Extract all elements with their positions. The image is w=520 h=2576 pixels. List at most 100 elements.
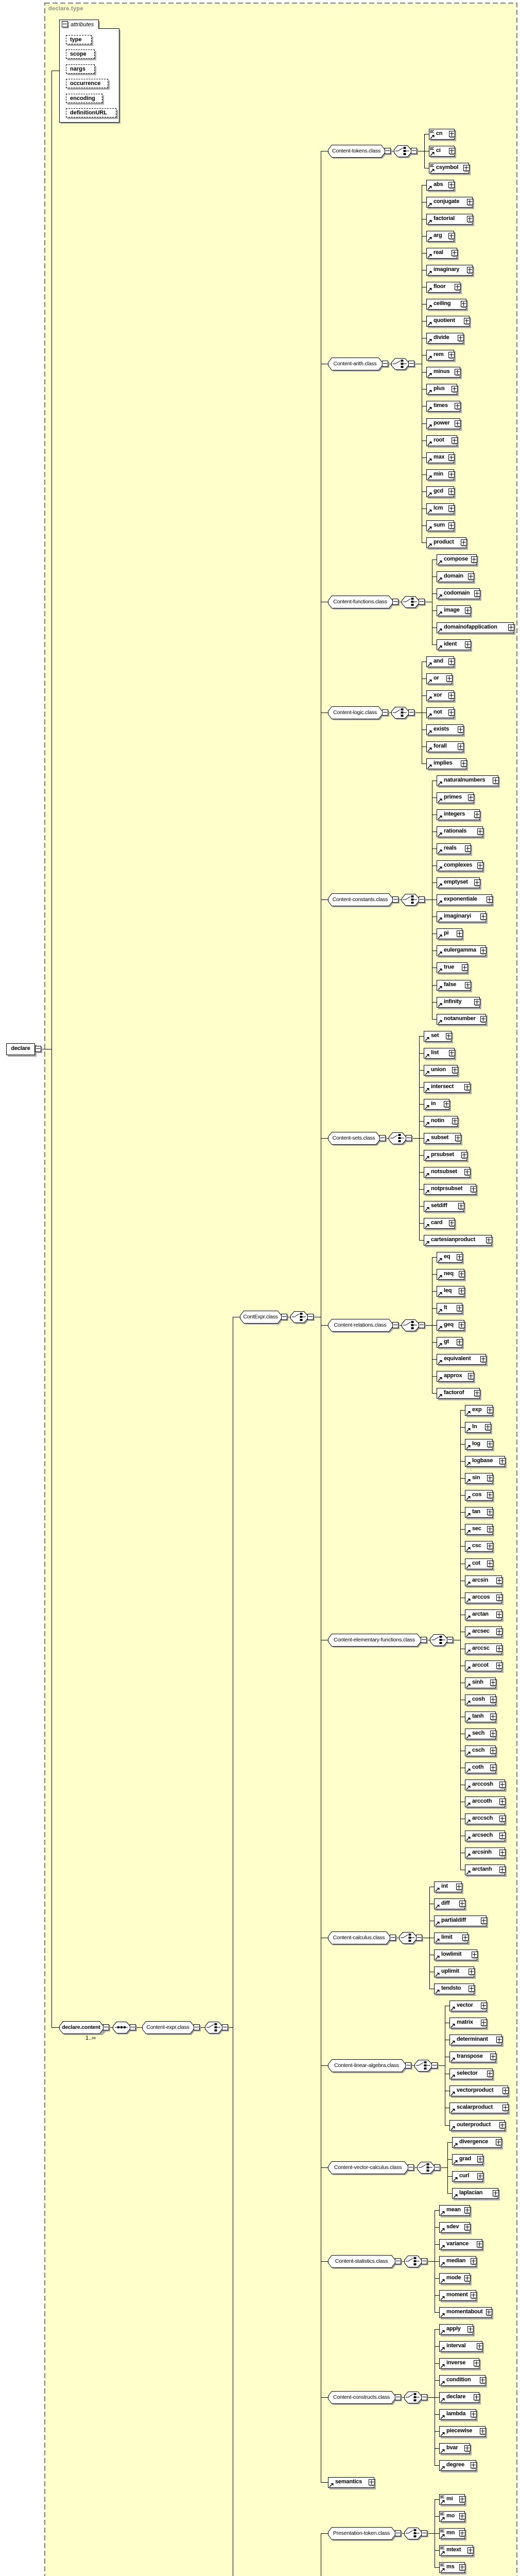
element-image[interactable]: image [437, 605, 471, 616]
collapse-icon[interactable] [411, 148, 417, 154]
expand-icon[interactable] [486, 1237, 492, 1243]
expand-icon[interactable] [459, 2513, 465, 2519]
element-and[interactable]: and [426, 656, 455, 667]
expand-icon[interactable] [487, 1561, 493, 1567]
expand-icon[interactable] [487, 896, 493, 903]
group-Content-relations-class[interactable]: Content-relations.class [328, 1319, 394, 1333]
element-divergence[interactable]: divergence [452, 2137, 502, 2148]
expand-icon[interactable] [490, 1748, 496, 1754]
element-interval[interactable]: interval [439, 2341, 483, 2352]
expand-icon[interactable] [477, 2156, 483, 2162]
expand-icon[interactable] [448, 182, 455, 188]
element-cartesianproduct[interactable]: cartesianproduct [424, 1235, 492, 1246]
expand-icon[interactable] [474, 1390, 480, 1396]
element-cos[interactable]: cos [465, 1490, 493, 1501]
expand-icon[interactable] [464, 2224, 471, 2230]
expand-icon[interactable] [487, 1475, 493, 1481]
element-cot[interactable]: cot [465, 1558, 493, 1569]
group-Content-calculus-class[interactable]: Content-calculus.class [328, 1931, 392, 1946]
expand-icon[interactable] [502, 2105, 509, 2111]
element-cosh[interactable]: cosh [465, 1694, 496, 1705]
collapse-icon[interactable] [194, 2024, 200, 2030]
element-notprsubset[interactable]: notprsubset [424, 1184, 477, 1195]
element-factorof[interactable]: factorof [437, 1388, 480, 1399]
element-sinh[interactable]: sinh [465, 1677, 496, 1688]
expand-icon[interactable] [455, 420, 461, 427]
expand-icon[interactable] [448, 488, 455, 495]
expand-icon[interactable] [485, 1424, 491, 1430]
element-notin[interactable]: notin [424, 1116, 458, 1127]
collapse-icon[interactable] [416, 1935, 422, 1941]
expand-icon[interactable] [458, 1203, 464, 1209]
element-csc[interactable]: csc [465, 1541, 493, 1552]
element-lcm[interactable]: lcm [426, 503, 455, 514]
expand-icon[interactable] [474, 999, 480, 1005]
element-lowlimit[interactable]: lowlimit [434, 1950, 478, 1960]
expand-icon[interactable] [464, 318, 470, 324]
element-complexes[interactable]: complexes [437, 860, 483, 871]
element-semantics[interactable]: semantics [328, 2477, 375, 2488]
collapse-icon[interactable] [434, 2164, 440, 2171]
element-geq[interactable]: geq [437, 1320, 465, 1331]
expand-icon[interactable] [456, 1884, 462, 1890]
expand-icon[interactable] [467, 2547, 474, 2553]
group-ContExpr-class[interactable]: ContExpr.class [240, 1311, 283, 1325]
expand-icon[interactable] [461, 1152, 467, 1158]
element-arccosh[interactable]: arccosh [465, 1780, 506, 1790]
element-determinant[interactable]: determinant [449, 2035, 502, 2045]
collapse-icon[interactable] [390, 1935, 396, 1941]
element-gt[interactable]: gt [437, 1337, 463, 1348]
expand-icon[interactable] [448, 709, 455, 716]
element-card[interactable]: card [424, 1218, 455, 1229]
element-arg[interactable]: arg [426, 231, 455, 242]
element-mn[interactable]: mn [439, 2528, 465, 2539]
attribute-scope[interactable]: scope [66, 49, 95, 59]
expand-icon[interactable] [452, 386, 458, 392]
element-floor[interactable]: floor [426, 282, 461, 293]
expand-icon[interactable] [477, 2343, 483, 2349]
element-laplacian[interactable]: laplacian [452, 2188, 499, 2199]
element-ceiling[interactable]: ceiling [426, 299, 467, 310]
element-arcsech[interactable]: arcsech [465, 1831, 506, 1841]
collapse-icon[interactable] [408, 361, 414, 367]
expand-icon[interactable] [474, 811, 480, 818]
expand-icon[interactable] [446, 675, 453, 682]
element-neq[interactable]: neq [437, 1269, 465, 1280]
collapse-icon[interactable] [392, 1322, 398, 1328]
expand-icon[interactable] [490, 1697, 496, 1703]
element-imaginary[interactable]: imaginary [426, 265, 473, 276]
element-arctan[interactable]: arctan [465, 1609, 502, 1620]
element-momentabout[interactable]: momentabout [439, 2307, 492, 2318]
element-mtext[interactable]: mtext [439, 2545, 474, 2556]
element-sdev[interactable]: sdev [439, 2222, 471, 2233]
expand-icon[interactable] [471, 2462, 477, 2468]
expand-icon[interactable] [458, 335, 464, 341]
collapse-icon[interactable] [421, 1637, 427, 1643]
element-false[interactable]: false [437, 980, 471, 991]
collapse-icon[interactable] [382, 361, 388, 367]
element-prsubset[interactable]: prsubset [424, 1150, 467, 1161]
expand-icon[interactable] [472, 1952, 478, 1958]
element-arcsec[interactable]: arcsec [465, 1626, 502, 1637]
attribute-encoding[interactable]: encoding [66, 93, 102, 103]
element-quotient[interactable]: quotient [426, 316, 470, 327]
expand-icon[interactable] [449, 131, 455, 137]
expand-icon[interactable] [508, 624, 514, 631]
expand-icon[interactable] [465, 982, 471, 988]
element-divide[interactable]: divide [426, 333, 464, 344]
expand-icon[interactable] [459, 1901, 465, 1907]
expand-icon[interactable] [499, 1782, 506, 1788]
element-sum[interactable]: sum [426, 520, 455, 531]
element-moment[interactable]: moment [439, 2290, 477, 2301]
expand-icon[interactable] [461, 301, 467, 307]
group-Content-linear-algebra-class[interactable]: Content-linear-algebra.class [328, 2059, 407, 2074]
element-rem[interactable]: rem [426, 350, 455, 361]
element-transpose[interactable]: transpose [449, 2052, 496, 2062]
attribute-nargs[interactable]: nargs [66, 64, 95, 74]
expand-icon[interactable] [449, 148, 455, 154]
expand-icon[interactable] [499, 2122, 506, 2128]
expand-icon[interactable] [452, 1118, 458, 1124]
element-grad[interactable]: grad [452, 2154, 483, 2165]
element-sech[interactable]: sech [465, 1728, 496, 1739]
expand-icon[interactable] [490, 2054, 496, 2060]
